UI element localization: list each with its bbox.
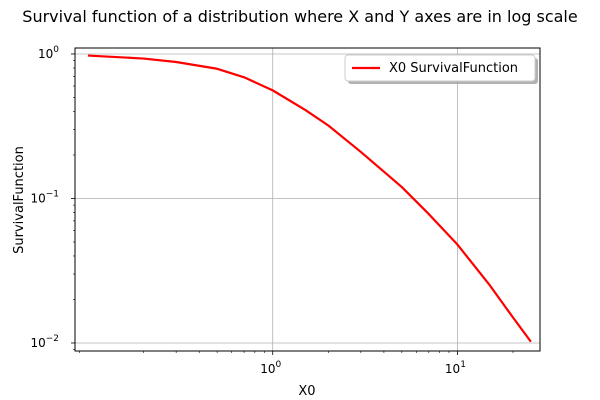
legend: X0 SurvivalFunction (345, 55, 538, 84)
x-axis-label: X0 (298, 384, 315, 399)
chart-title: Survival function of a distribution wher… (22, 7, 577, 26)
y-axis-label: SurvivalFunction (12, 146, 27, 254)
legend-series-label: X0 SurvivalFunction (389, 61, 518, 76)
